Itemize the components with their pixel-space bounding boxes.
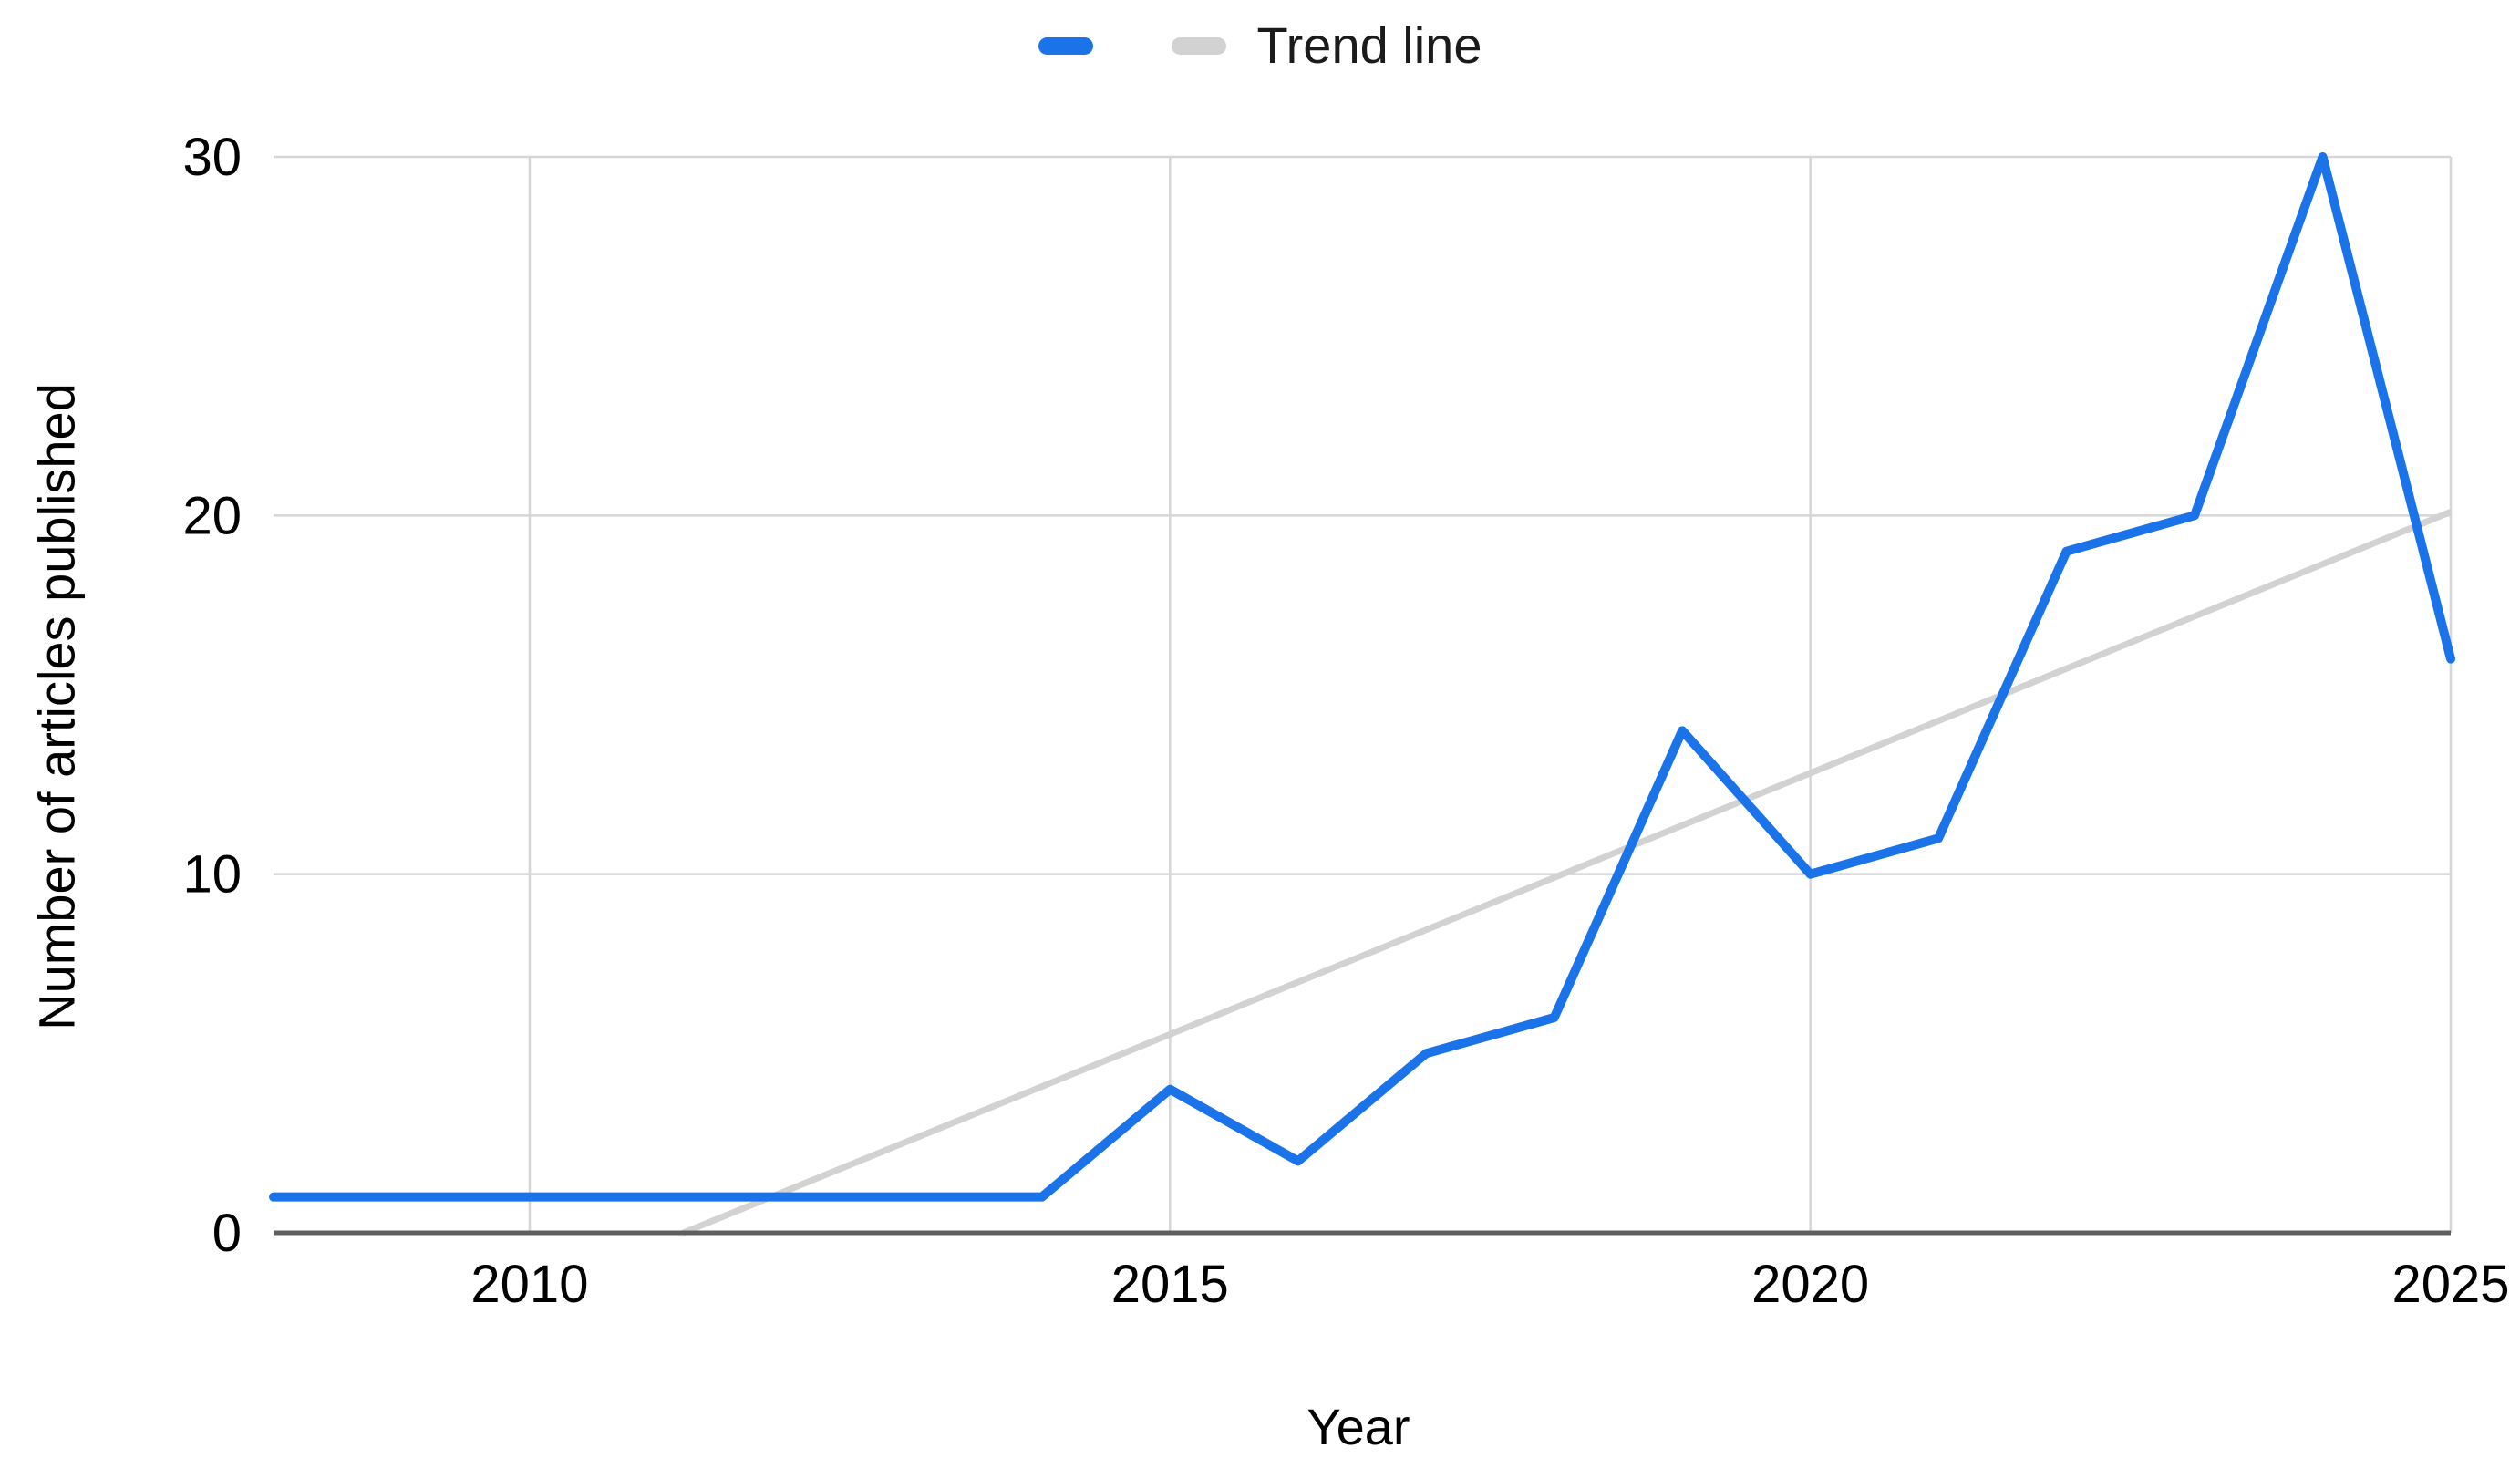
chart-legend: Trend line (0, 20, 2520, 71)
x-tick-label: 2020 (1751, 1255, 1869, 1314)
y-tick-label: 10 (182, 845, 242, 905)
x-tick-label: 2010 (470, 1255, 588, 1314)
y-tick-label: 0 (212, 1204, 242, 1263)
x-tick-label: 2025 (2391, 1255, 2509, 1314)
y-tick-label: 20 (182, 486, 242, 545)
y-axis-title: Number of articles published (27, 383, 86, 1030)
trendline-legend-label: Trend line (1256, 16, 1482, 74)
series-line (269, 152, 2455, 1202)
y-tick-label: 30 (182, 128, 242, 187)
series-legend-swatch (1038, 36, 1093, 55)
trend-line (682, 509, 2453, 1236)
x-axis-title: Year (1306, 1398, 1410, 1455)
trendline-legend-swatch (1171, 36, 1226, 55)
x-tick-label: 2015 (1111, 1255, 1229, 1314)
